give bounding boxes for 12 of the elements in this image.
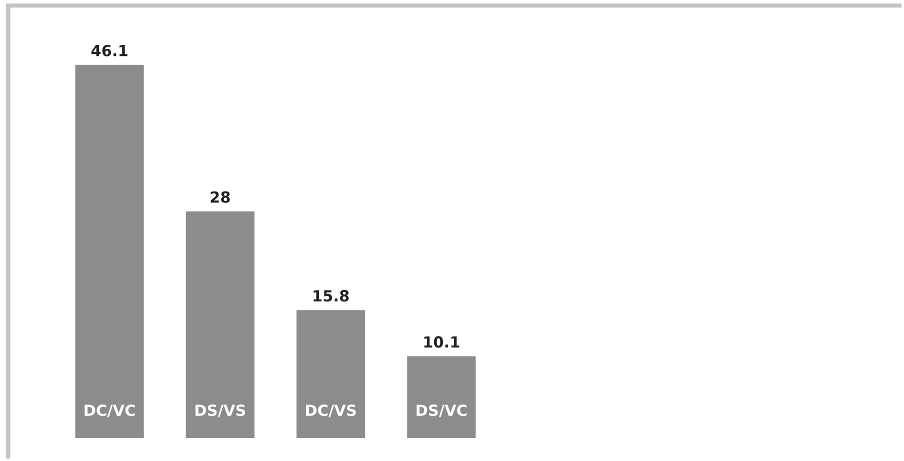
x-tick-label: DS/VC [416,404,467,418]
x-tick-label: DC/VC [84,404,135,418]
x-tick-label: DS/VS [196,404,246,418]
data-label: 28 [210,191,230,203]
bar [407,356,476,438]
bar [296,310,366,438]
data-label: 46.1 [91,44,128,56]
x-tick-label: DC/VS [306,404,356,418]
bar [186,211,254,438]
data-label: 10.1 [424,336,460,348]
data-label: 15.8 [314,290,349,302]
bar [75,64,144,438]
